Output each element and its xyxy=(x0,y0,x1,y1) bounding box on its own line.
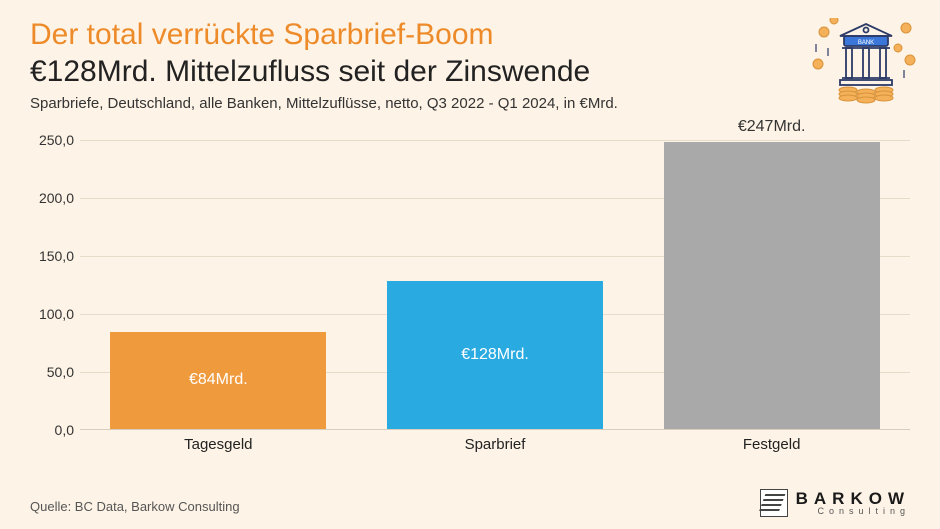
y-tick-label: 200,0 xyxy=(30,190,74,206)
plot-area: €84Mrd. €128Mrd. €247Mrd. xyxy=(80,140,910,430)
logo-name: BARKOW xyxy=(796,490,910,507)
svg-text:BANK: BANK xyxy=(858,40,874,46)
x-tick-label: Festgeld xyxy=(712,436,832,453)
y-tick-label: 100,0 xyxy=(30,306,74,322)
bar-value-label: €84Mrd. xyxy=(110,371,326,389)
x-tick-label: Sparbrief xyxy=(435,436,555,453)
x-tick-label: Tagesgeld xyxy=(158,436,278,453)
bar-festgeld: €247Mrd. xyxy=(664,142,880,429)
bar-sparbrief: €128Mrd. xyxy=(387,281,603,429)
source-footer: Quelle: BC Data, Barkow Consulting xyxy=(30,499,240,514)
barkow-logo-mark-icon xyxy=(760,489,788,517)
gridline xyxy=(80,140,910,141)
y-tick-label: 250,0 xyxy=(30,132,74,148)
bank-coins-icon: BANK xyxy=(810,18,920,108)
bar-value-label: €247Mrd. xyxy=(664,118,880,136)
chart-description: Sparbriefe, Deutschland, alle Banken, Mi… xyxy=(30,95,910,112)
chart-title: Der total verrückte Sparbrief-Boom xyxy=(30,18,910,53)
bar-tagesgeld: €84Mrd. xyxy=(110,332,326,429)
logo-sub: Consulting xyxy=(817,507,910,516)
header: Der total verrückte Sparbrief-Boom €128M… xyxy=(0,0,940,118)
barkow-logo: BARKOW Consulting xyxy=(760,489,910,517)
chart-subtitle: €128Mrd. Mittelzufluss seit der Zinswend… xyxy=(30,55,910,90)
y-tick-label: 0,0 xyxy=(30,422,74,438)
y-tick-label: 50,0 xyxy=(30,364,74,380)
bar-chart: 0,050,0100,0150,0200,0250,0 €84Mrd.€128M… xyxy=(30,140,910,460)
y-tick-label: 150,0 xyxy=(30,248,74,264)
bar-value-label: €128Mrd. xyxy=(387,346,603,364)
